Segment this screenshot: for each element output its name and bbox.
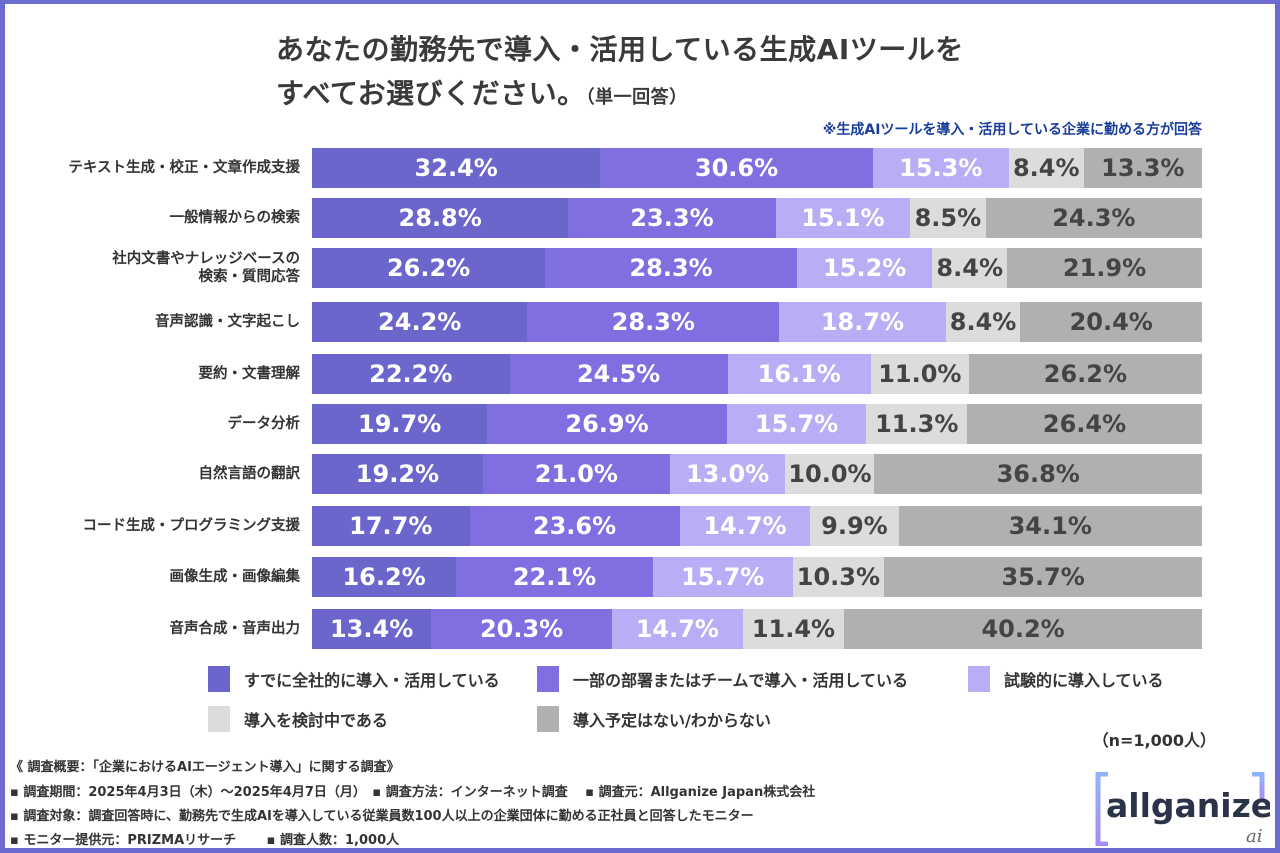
footer-line: ▪ モニター提供元：PRIZMAリサーチ ▪ 調査人数：1,000人 bbox=[10, 833, 400, 848]
bar-segment: 22.2% bbox=[312, 354, 510, 394]
bar-segment: 16.1% bbox=[727, 354, 871, 394]
legend-swatch bbox=[537, 666, 559, 692]
bar-segment: 28.3% bbox=[527, 302, 780, 342]
legend-swatch bbox=[208, 706, 230, 732]
bar-segment: 26.4% bbox=[967, 404, 1202, 444]
footer-line: 《 調査概要：「企業におけるAIエージェント導入」に関する調査》 bbox=[10, 760, 400, 775]
bar-segment: 28.3% bbox=[545, 248, 798, 288]
bar-segment: 15.7% bbox=[652, 557, 793, 597]
bar-segment: 15.3% bbox=[872, 148, 1009, 188]
footer-line: ▪ 調査期間：2025年4月3日（木）～2025年4月7日（月） ▪ 調査方法：… bbox=[10, 785, 816, 800]
bar-segment: 24.2% bbox=[312, 302, 528, 342]
bar-segment: 35.7% bbox=[884, 557, 1202, 597]
bar-segment: 19.7% bbox=[312, 404, 488, 444]
legend-item: 導入予定はない/わからない bbox=[537, 706, 771, 732]
bar-segment: 26.2% bbox=[312, 248, 546, 288]
bar-segment: 9.9% bbox=[810, 506, 899, 546]
bar-segment: 13.4% bbox=[312, 609, 432, 649]
bar-segment: 20.3% bbox=[431, 609, 612, 649]
title-suffix: （単一回答） bbox=[585, 87, 688, 108]
bar-segment: 21.0% bbox=[482, 454, 670, 494]
legend-swatch bbox=[208, 666, 230, 692]
category-label: コード生成・プログラミング支援 bbox=[82, 518, 301, 534]
bar-segment: 34.1% bbox=[898, 506, 1202, 546]
bar-segment: 8.4% bbox=[1008, 148, 1084, 188]
bar-segment: 23.3% bbox=[568, 198, 776, 238]
title-line-2: すべてお選びください。 bbox=[276, 77, 586, 110]
bar-segment: 26.2% bbox=[968, 354, 1202, 394]
bar-segment: 15.2% bbox=[797, 248, 933, 288]
category-label: データ分析 bbox=[227, 416, 301, 432]
legend-label: 一部の部署またはチームで導入・活用している bbox=[573, 671, 909, 690]
legend-item: 試験的に導入している bbox=[968, 666, 1164, 692]
bar-segment: 10.0% bbox=[785, 454, 875, 494]
legend-item: 導入を検討中である bbox=[208, 706, 388, 732]
bar-segment: 23.6% bbox=[469, 506, 680, 546]
bar-segment: 13.3% bbox=[1083, 148, 1202, 188]
bar-segment: 13.0% bbox=[669, 454, 786, 494]
bar-segment: 26.9% bbox=[487, 404, 727, 444]
bar-segment: 24.3% bbox=[985, 198, 1202, 238]
bar-segment: 14.7% bbox=[679, 506, 811, 546]
bar-segment: 21.9% bbox=[1007, 248, 1202, 288]
svg-text:allganize: allganize bbox=[1106, 786, 1270, 825]
bar-segment: 11.0% bbox=[870, 354, 969, 394]
category-label: 音声認識・文字起こし bbox=[155, 314, 300, 330]
bar-segment: 8.5% bbox=[910, 198, 986, 238]
bar-segment: 15.1% bbox=[775, 198, 911, 238]
bar-segment: 11.4% bbox=[742, 609, 845, 649]
category-label: 音声合成・音声出力 bbox=[169, 621, 301, 637]
legend-item: 一部の部署またはチームで導入・活用している bbox=[537, 666, 908, 692]
category-label: テキスト生成・校正・文章作成支援 bbox=[68, 160, 300, 176]
sample-size: （n=1,000人） bbox=[1092, 731, 1216, 750]
category-label: 社内文書やナレッジベースの 検索・質問応答 bbox=[112, 251, 300, 285]
bar-segment: 11.3% bbox=[866, 404, 968, 444]
legend-item: すでに全社的に導入・活用している bbox=[208, 666, 500, 692]
bar-segment: 14.7% bbox=[611, 609, 743, 649]
bar-segment: 32.4% bbox=[312, 148, 601, 188]
category-label: 自然言語の翻訳 bbox=[198, 466, 301, 482]
legend-label: 導入予定はない/わからない bbox=[573, 711, 771, 730]
bar-segment: 30.6% bbox=[600, 148, 873, 188]
legend-swatch bbox=[537, 706, 559, 732]
bar-segment: 28.8% bbox=[312, 198, 569, 238]
bar-segment: 24.5% bbox=[509, 354, 728, 394]
legend-swatch bbox=[968, 666, 990, 692]
bar-segment: 18.7% bbox=[779, 302, 946, 342]
title-line-1: あなたの勤務先で導入・活用している生成AIツールを bbox=[276, 33, 964, 66]
allganize-logo: allganize ai bbox=[1092, 771, 1273, 847]
bar-segment: 40.2% bbox=[844, 609, 1202, 649]
category-label: 一般情報からの検索 bbox=[169, 210, 301, 226]
bar-segment: 36.8% bbox=[874, 454, 1202, 494]
bar-segment: 22.1% bbox=[456, 557, 653, 597]
respondent-note: ※生成AIツールを導入・活用している企業に勤める方が回答 bbox=[822, 122, 1202, 138]
bar-segment: 8.4% bbox=[932, 248, 1008, 288]
category-label: 要約・文書理解 bbox=[198, 366, 301, 382]
bar-segment: 17.7% bbox=[312, 506, 470, 546]
bar-segment: 20.4% bbox=[1020, 302, 1202, 342]
category-label: 画像生成・画像編集 bbox=[169, 569, 301, 585]
footer-line: ▪ 調査対象：調査回答時に、勤務先で生成AIを導入している従業員数100人以上の… bbox=[10, 809, 754, 824]
legend-label: 導入を検討中である bbox=[244, 711, 388, 730]
bar-segment: 16.2% bbox=[312, 557, 457, 597]
legend-label: 試験的に導入している bbox=[1004, 671, 1164, 690]
legend-label: すでに全社的に導入・活用している bbox=[244, 671, 500, 690]
bar-segment: 19.2% bbox=[312, 454, 483, 494]
bar-segment: 10.3% bbox=[792, 557, 885, 597]
bar-segment: 15.7% bbox=[726, 404, 867, 444]
svg-text:ai: ai bbox=[1246, 826, 1263, 846]
bar-segment: 8.4% bbox=[945, 302, 1021, 342]
chart-title: あなたの勤務先で導入・活用している生成AIツールを すべてお選びください。（単一… bbox=[276, 28, 964, 120]
